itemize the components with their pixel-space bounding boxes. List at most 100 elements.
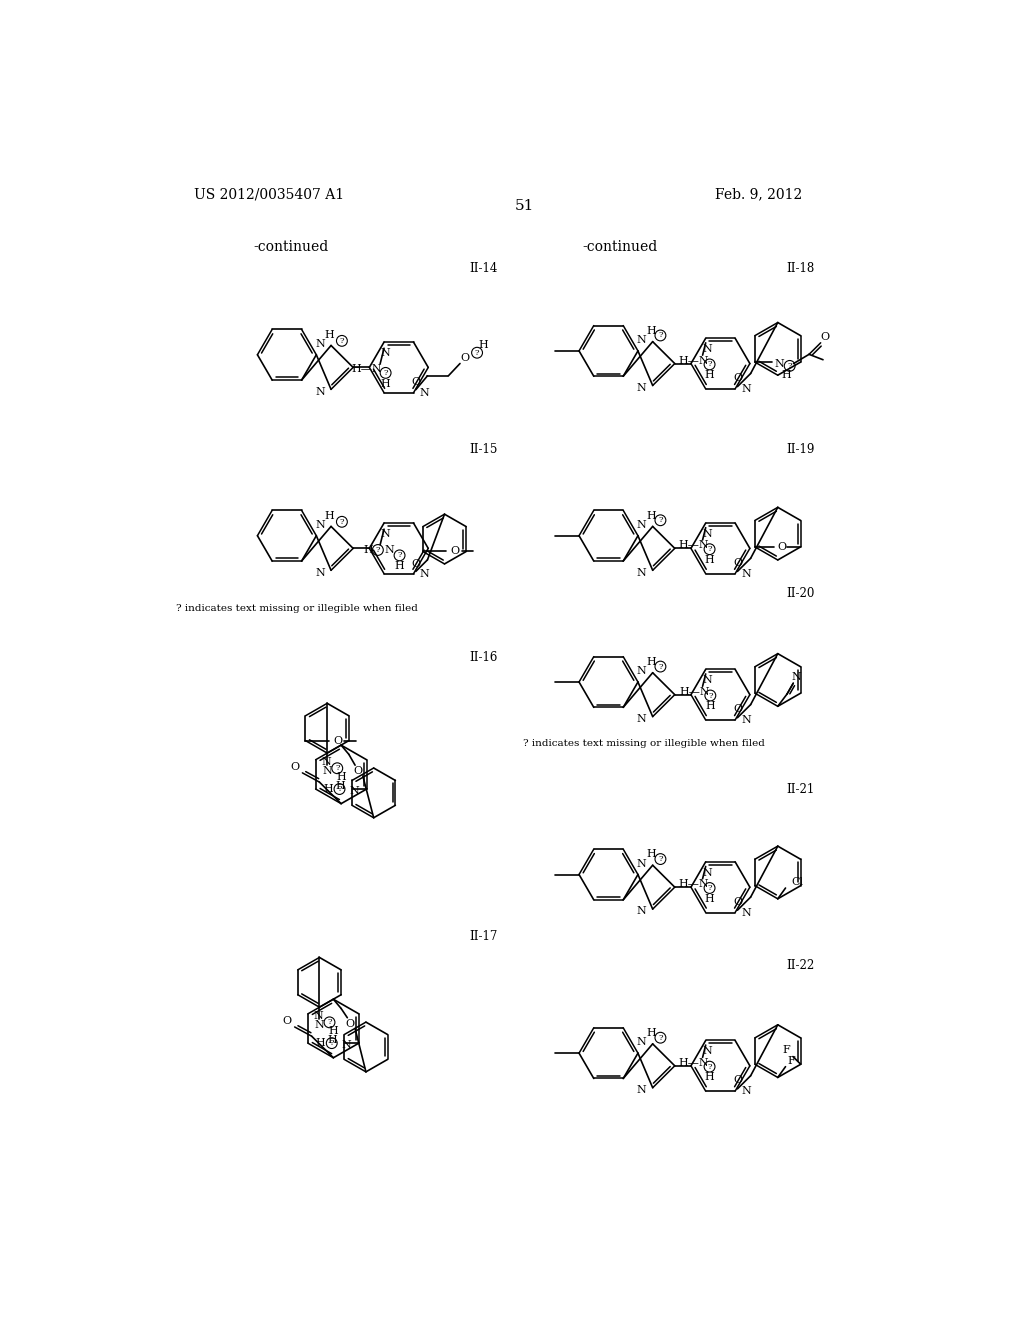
- Text: N: N: [342, 1040, 351, 1051]
- Text: N: N: [741, 908, 751, 917]
- Text: N: N: [637, 859, 647, 869]
- Text: H—N: H—N: [679, 1057, 710, 1068]
- Text: N: N: [314, 1020, 325, 1031]
- Text: H—N: H—N: [679, 355, 710, 366]
- Text: ?: ?: [708, 360, 712, 368]
- Text: N: N: [637, 335, 647, 345]
- Text: ?: ?: [658, 516, 663, 524]
- Text: F: F: [787, 1056, 795, 1065]
- Text: O: O: [733, 1076, 742, 1085]
- Text: ?: ?: [330, 1039, 334, 1047]
- Text: ?: ?: [397, 552, 401, 560]
- Text: H: H: [705, 370, 715, 380]
- Text: N: N: [702, 1047, 712, 1056]
- Text: O: O: [733, 705, 742, 714]
- Text: ?: ?: [340, 337, 344, 345]
- Text: II-19: II-19: [786, 444, 815, 455]
- Text: O: O: [733, 374, 742, 383]
- Text: O: O: [290, 762, 299, 772]
- Text: ?: ?: [658, 331, 663, 339]
- Text: ?: ?: [383, 368, 388, 378]
- Text: O: O: [733, 558, 742, 568]
- Text: II-20: II-20: [786, 587, 815, 601]
- Text: H: H: [364, 545, 374, 554]
- Text: N: N: [315, 339, 325, 348]
- Text: N: N: [637, 520, 647, 529]
- Text: O: O: [777, 541, 786, 552]
- Text: N: N: [637, 667, 647, 676]
- Text: N: N: [741, 569, 751, 578]
- Text: N: N: [637, 907, 647, 916]
- Text: ?: ?: [328, 1018, 332, 1027]
- Text: N: N: [792, 672, 801, 682]
- Text: O: O: [733, 896, 742, 907]
- Text: H—N: H—N: [351, 364, 382, 374]
- Text: H—N: H—N: [680, 686, 711, 697]
- Text: O: O: [451, 546, 460, 557]
- Text: H: H: [781, 370, 791, 380]
- Text: Feb. 9, 2012: Feb. 9, 2012: [715, 187, 802, 202]
- Text: H: H: [325, 511, 335, 520]
- Text: O: O: [283, 1016, 292, 1026]
- Text: N: N: [315, 568, 325, 578]
- Text: -continued: -continued: [583, 240, 657, 253]
- Text: O: O: [334, 735, 343, 746]
- Text: II-16: II-16: [469, 651, 498, 664]
- Text: ?: ?: [708, 1063, 712, 1071]
- Text: N: N: [637, 714, 647, 723]
- Text: H: H: [329, 1026, 338, 1036]
- Text: N: N: [637, 1085, 647, 1096]
- Text: H—N: H—N: [679, 879, 710, 890]
- Text: N: N: [322, 758, 332, 767]
- Text: H: H: [325, 330, 335, 339]
- Text: O: O: [353, 767, 362, 776]
- Text: ? indicates text missing or illegible when filed: ? indicates text missing or illegible wh…: [523, 739, 765, 748]
- Text: ?: ?: [337, 785, 342, 793]
- Text: H: H: [394, 561, 404, 572]
- Text: H: H: [335, 781, 345, 791]
- Text: N: N: [315, 387, 325, 397]
- Text: II-18: II-18: [786, 261, 815, 275]
- Text: N: N: [741, 715, 751, 725]
- Text: ?: ?: [708, 545, 712, 553]
- Text: N: N: [637, 1038, 647, 1047]
- Text: ?: ?: [708, 884, 712, 892]
- Text: H: H: [705, 894, 715, 904]
- Text: N: N: [313, 1011, 324, 1022]
- Text: US 2012/0035407 A1: US 2012/0035407 A1: [194, 187, 344, 202]
- Text: -continued: -continued: [253, 240, 329, 253]
- Text: N: N: [741, 1086, 751, 1096]
- Text: O: O: [461, 354, 470, 363]
- Text: ?: ?: [475, 348, 479, 356]
- Text: N: N: [702, 867, 712, 878]
- Text: II-15: II-15: [469, 444, 498, 455]
- Text: ?: ?: [658, 1034, 663, 1041]
- Text: N: N: [637, 383, 647, 393]
- Text: ?: ?: [335, 764, 340, 772]
- Text: II-17: II-17: [469, 929, 498, 942]
- Text: H: H: [336, 772, 346, 781]
- Text: Cl: Cl: [792, 876, 804, 887]
- Text: N: N: [702, 345, 712, 354]
- Text: H: H: [646, 657, 656, 667]
- Text: N: N: [381, 348, 390, 358]
- Text: ?: ?: [376, 546, 380, 554]
- Text: N: N: [775, 359, 784, 370]
- Text: H: H: [705, 1072, 715, 1082]
- Text: H: H: [646, 511, 656, 520]
- Text: H: H: [646, 1028, 656, 1038]
- Text: ?: ?: [658, 855, 663, 863]
- Text: H: H: [323, 784, 333, 795]
- Text: II-14: II-14: [469, 261, 498, 275]
- Text: N: N: [420, 388, 429, 397]
- Text: H: H: [646, 850, 656, 859]
- Text: O: O: [412, 378, 421, 387]
- Text: H: H: [381, 379, 390, 388]
- Text: N: N: [637, 568, 647, 578]
- Text: ?: ?: [708, 692, 713, 700]
- Text: H—N: H—N: [679, 540, 710, 550]
- Text: N: N: [315, 520, 325, 529]
- Text: ?: ?: [340, 517, 344, 525]
- Text: ? indicates text missing or illegible when filed: ? indicates text missing or illegible wh…: [176, 605, 418, 614]
- Text: N: N: [702, 675, 712, 685]
